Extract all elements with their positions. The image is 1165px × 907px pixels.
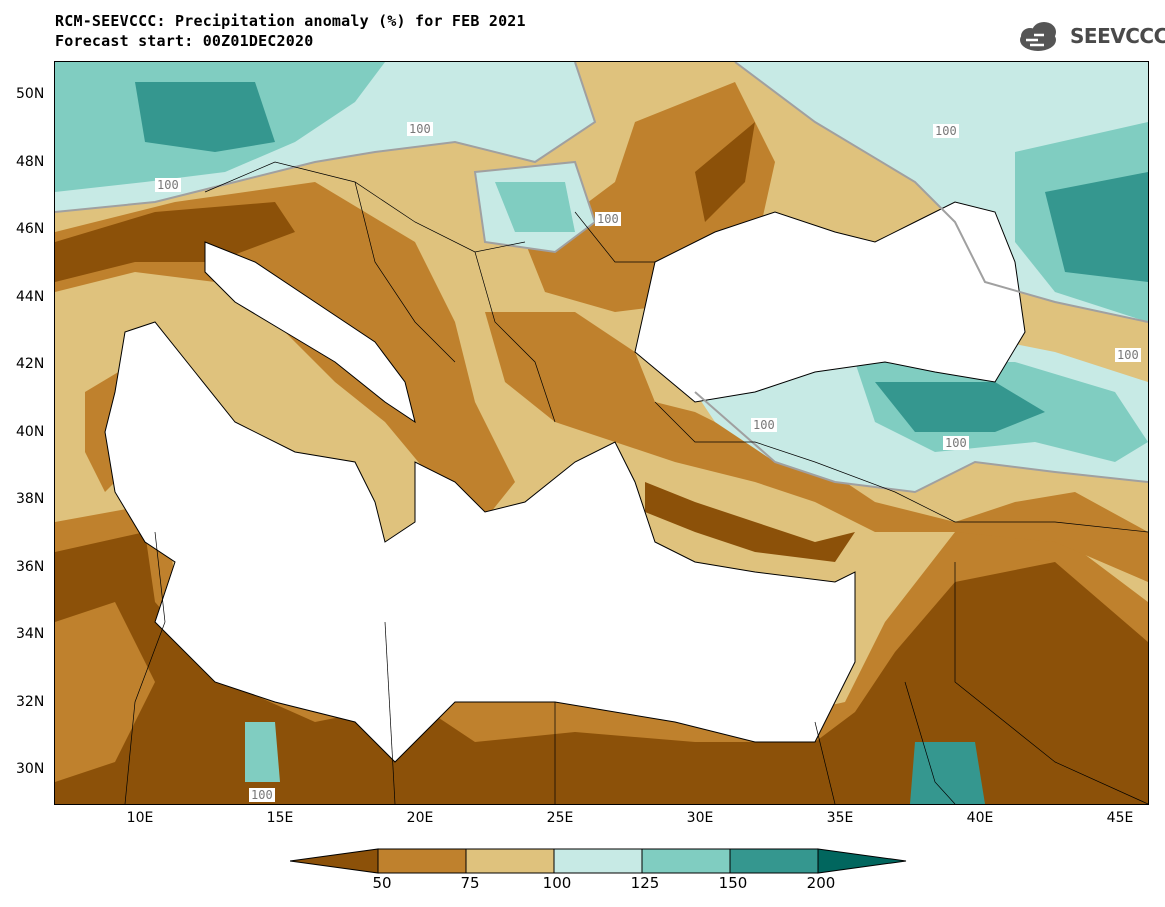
contour-label: 100 [751, 418, 777, 432]
contour-label: 100 [595, 212, 621, 226]
map-title: RCM-SEEVCCC: Precipitation anomaly (%) f… [55, 12, 526, 30]
lat-label: 42N [16, 356, 45, 372]
adriatic-sea [204, 241, 416, 424]
anomaly-map: 100 100 100 100 100 100 100 100 [54, 61, 1149, 805]
lat-label: 50N [16, 86, 45, 102]
legend-tick: 125 [630, 874, 660, 892]
dry-zone-south [55, 502, 1148, 804]
lon-label: 45E [1106, 810, 1134, 826]
contour-label: 100 [1115, 348, 1141, 362]
contour-label: 100 [407, 122, 433, 136]
lon-label: 40E [966, 810, 994, 826]
sea-areas [104, 201, 1026, 763]
legend-tick: 100 [542, 874, 572, 892]
legend-colorbar [290, 848, 907, 874]
legend-swatch [641, 848, 731, 874]
lat-label: 40N [16, 424, 45, 440]
mediterranean-sea [104, 321, 856, 763]
lon-label: 35E [826, 810, 854, 826]
legend-tick: 50 [372, 874, 392, 892]
lat-label: 44N [16, 289, 45, 305]
legend-tick: 75 [460, 874, 480, 892]
contour-label: 100 [943, 436, 969, 450]
legend-swatch [817, 848, 907, 874]
lat-label: 32N [16, 694, 45, 710]
lat-label: 46N [16, 221, 45, 237]
contour-label: 100 [249, 788, 275, 802]
lat-label: 34N [16, 626, 45, 642]
lat-label: 36N [16, 559, 45, 575]
legend-swatch [290, 848, 379, 874]
black-sea [634, 201, 1026, 403]
legend-swatch [729, 848, 819, 874]
contour-label: 100 [933, 124, 959, 138]
lon-label: 15E [266, 810, 294, 826]
wet-zones [55, 62, 1148, 804]
legend-tick: 200 [806, 874, 836, 892]
lon-label: 10E [126, 810, 154, 826]
logo-text: SEEVCCC [1070, 24, 1165, 48]
forecast-start-label: Forecast start: 00Z01DEC2020 [55, 32, 314, 50]
lat-label: 38N [16, 491, 45, 507]
legend-swatch [465, 848, 555, 874]
contour-100 [55, 62, 1148, 494]
lat-label: 48N [16, 154, 45, 170]
seevccc-logo [1020, 22, 1056, 51]
country-borders [124, 161, 1148, 804]
lon-label: 30E [686, 810, 714, 826]
legend-swatch [553, 848, 643, 874]
lon-label: 20E [406, 810, 434, 826]
lon-label: 25E [546, 810, 574, 826]
contour-label: 100 [155, 178, 181, 192]
legend-swatch [377, 848, 467, 874]
lat-label: 30N [16, 761, 45, 777]
legend-tick: 150 [718, 874, 748, 892]
